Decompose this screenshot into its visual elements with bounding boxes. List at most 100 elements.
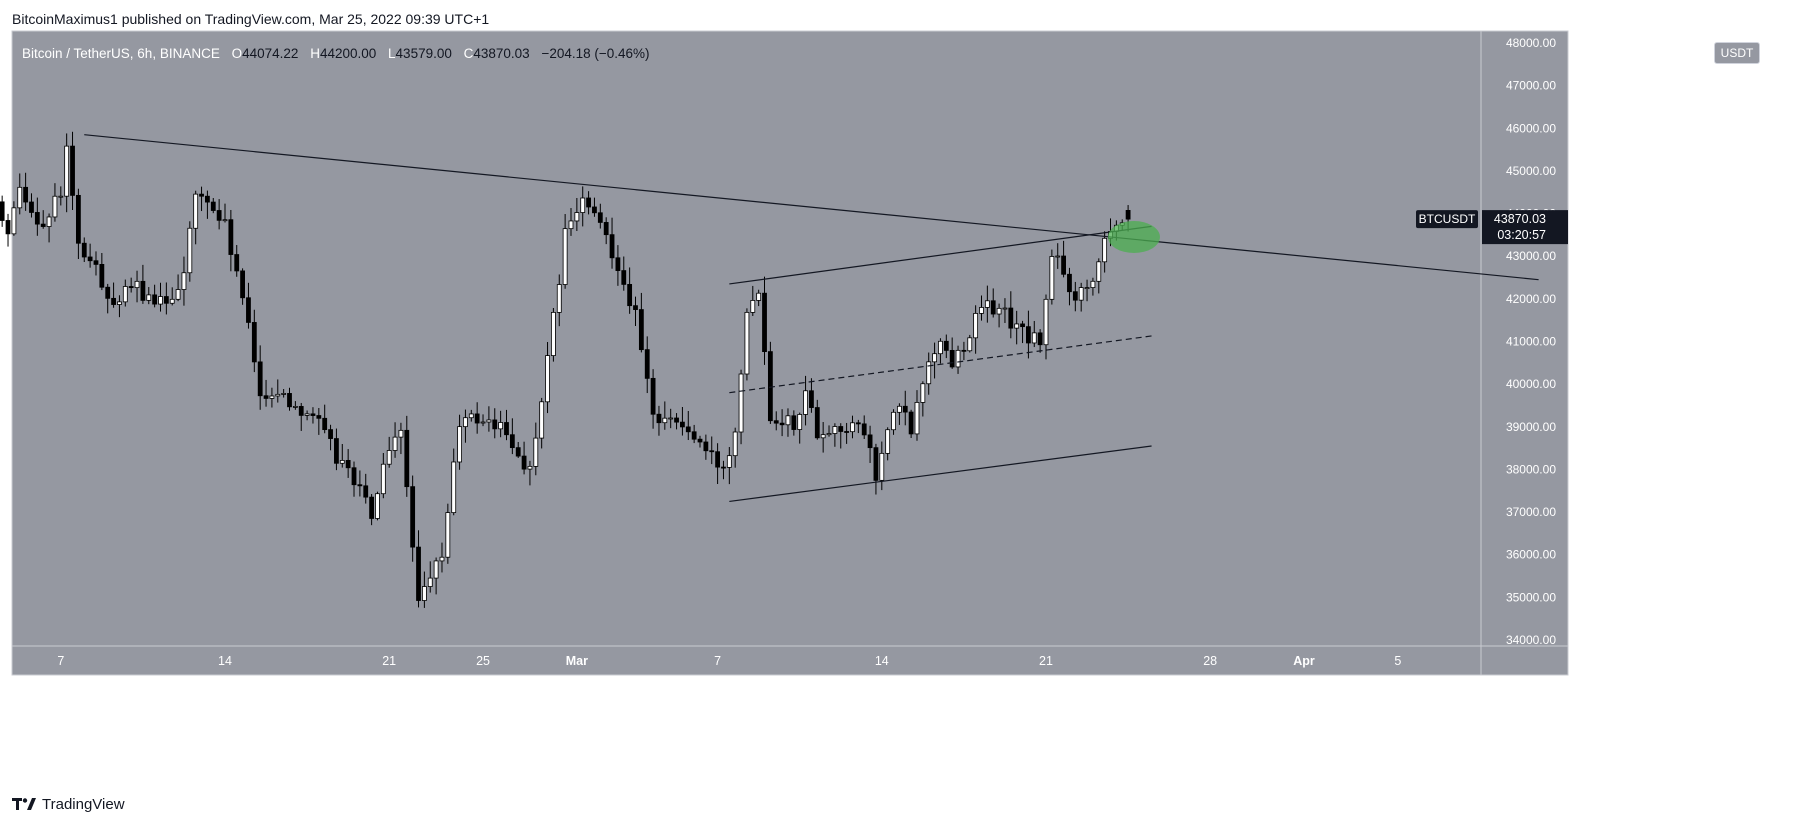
candle-body: [492, 419, 498, 430]
candle-body: [697, 438, 703, 443]
candle-body: [275, 393, 281, 397]
price-labels: BTCUSDT 43870.03 03:20:57: [1416, 210, 1568, 245]
candle-body: [891, 411, 896, 431]
candle-body: [498, 422, 504, 430]
candle-body: [1102, 237, 1108, 263]
countdown-label: 03:20:57: [1497, 228, 1546, 242]
candle-body: [169, 298, 175, 304]
candle-body: [996, 307, 1002, 315]
trendline-channel-middle[interactable]: [729, 335, 1152, 394]
candle-body: [334, 438, 339, 464]
publisher-bar: BitcoinMaximus1 published on TradingView…: [0, 0, 1813, 34]
candle-body: [480, 421, 486, 424]
candle-body: [457, 426, 462, 463]
candle-body: [486, 419, 492, 423]
candle-body: [40, 223, 46, 227]
time-axis-background[interactable]: [12, 646, 1568, 675]
candle-body: [363, 485, 369, 498]
price-axis-background[interactable]: [1481, 31, 1568, 646]
tradingview-footer[interactable]: TradingView: [12, 794, 125, 814]
candle-body: [855, 422, 861, 425]
candle-body: [984, 300, 990, 308]
publisher-text: BitcoinMaximus1 published on TradingView…: [12, 11, 490, 27]
time-tick-label: Apr: [1293, 654, 1315, 668]
symbol-legend[interactable]: Bitcoin / TetherUS, 6h, BINANCE O44074.2…: [22, 46, 650, 61]
candle-body: [832, 426, 838, 434]
candle-body: [181, 272, 187, 290]
candle-body: [199, 193, 204, 197]
candle-body: [785, 415, 791, 426]
candle-body: [281, 393, 287, 395]
ticker-label-box: [1416, 210, 1478, 229]
candle-body: [404, 429, 410, 488]
trendlines[interactable]: [84, 134, 1539, 503]
candle-body: [908, 411, 914, 435]
low-value: 43579.00: [395, 46, 452, 61]
candle-body: [140, 280, 146, 301]
candle-body: [973, 313, 979, 339]
candle-body: [298, 406, 304, 416]
candle-body: [674, 417, 679, 423]
candle-body: [756, 292, 762, 301]
candle-body: [879, 452, 885, 481]
candle-body: [398, 429, 404, 438]
time-tick-label: Mar: [566, 654, 588, 668]
candle-body: [81, 242, 87, 258]
candle-body: [468, 413, 474, 419]
trendline-channel-lower[interactable]: [729, 445, 1152, 503]
candle-body: [463, 417, 468, 428]
time-tick-label: 14: [875, 654, 889, 668]
candle-body: [1090, 280, 1096, 288]
candle-body: [961, 349, 967, 352]
candle-body: [603, 222, 609, 236]
candle-body: [750, 300, 756, 313]
price-tick-label: 41000.00: [1506, 335, 1556, 349]
trendline-descending-resistance[interactable]: [84, 134, 1539, 281]
candle-body: [93, 260, 99, 265]
price-tick-label: 43000.00: [1506, 249, 1556, 263]
candle-body: [310, 413, 316, 416]
candle-body: [914, 402, 920, 435]
candle-body: [246, 297, 251, 323]
candle-body: [433, 560, 439, 579]
candle-body: [873, 447, 879, 481]
candle-body: [228, 219, 234, 255]
candle-body: [1125, 210, 1131, 220]
candle-body: [1002, 307, 1008, 310]
price-tick-label: 46000.00: [1506, 121, 1556, 135]
candle-body: [0, 201, 5, 221]
candle-body: [445, 512, 451, 558]
candle-body: [416, 546, 421, 601]
candle-body: [685, 426, 691, 433]
annotations: [1107, 221, 1160, 254]
time-tick-label: 7: [57, 654, 64, 668]
breakout-highlight: [1107, 221, 1160, 254]
candle-body: [545, 355, 550, 403]
open-value: 44074.22: [242, 46, 299, 61]
candle-body: [721, 466, 726, 469]
candle-body: [439, 556, 445, 562]
candle-body: [633, 305, 638, 310]
price-tick-label: 37000.00: [1506, 505, 1556, 519]
candle-body: [251, 322, 257, 363]
candle-body: [779, 422, 785, 426]
candle-body: [17, 186, 23, 209]
candle-body: [339, 460, 345, 464]
candle-body: [70, 145, 75, 196]
candle-body: [621, 270, 627, 285]
candle-body: [609, 234, 615, 259]
currency-button[interactable]: USDT: [1714, 42, 1760, 64]
candle-body: [369, 496, 375, 519]
candle-body: [1008, 307, 1014, 329]
candle-body: [638, 309, 644, 351]
candle-body: [163, 296, 169, 304]
trendline-channel-upper[interactable]: [729, 225, 1152, 285]
candle-body: [1037, 332, 1043, 346]
close-value: 43870.03: [473, 46, 530, 61]
time-tick-label: 7: [714, 654, 721, 668]
candle-body: [386, 450, 392, 465]
time-tick-label: 21: [1039, 654, 1053, 668]
price-tick-label: 34000.00: [1506, 633, 1556, 647]
candle-body: [902, 405, 908, 413]
